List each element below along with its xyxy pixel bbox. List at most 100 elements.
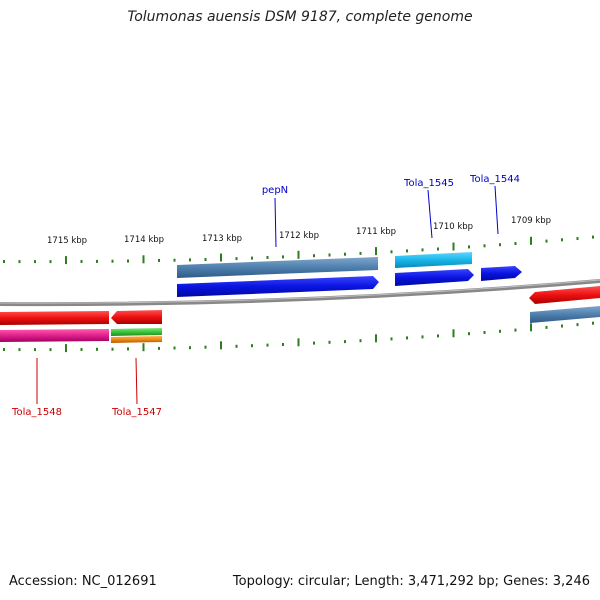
tick-mark [297, 338, 300, 347]
tick-mark [576, 323, 579, 327]
gene-tola1547-arrow[interactable] [111, 310, 162, 324]
gene-right-red-arrow[interactable] [529, 286, 600, 304]
gene-pepN-homolog-bar[interactable] [177, 257, 378, 278]
tick-mark [406, 336, 408, 340]
tick-mark [375, 247, 377, 256]
gene-label-tola1548[interactable]: Tola_1548 [11, 407, 62, 418]
tick-mark [65, 256, 67, 265]
tick-mark [530, 236, 532, 245]
gene-label-tola1545[interactable]: Tola_1545 [403, 178, 454, 189]
ruler-label: 1715 kbp [47, 236, 87, 246]
gene-tola1547-green-bar[interactable] [111, 328, 162, 336]
tick-mark [406, 249, 408, 253]
tick-mark [514, 242, 517, 245]
tick-mark [173, 258, 176, 262]
tick-mark [530, 323, 532, 332]
tick-mark [220, 341, 222, 350]
tick-marks-upper [3, 235, 594, 265]
ruler-label: 1713 kbp [202, 234, 242, 244]
gene-tola1547-orange-bar[interactable] [111, 336, 162, 343]
tick-mark [251, 256, 253, 260]
gene-label-tola1547[interactable]: Tola_1547 [111, 407, 162, 418]
tick-mark [592, 235, 594, 239]
tick-mark [266, 256, 269, 259]
tick-mark [297, 250, 300, 259]
tick-mark [96, 259, 98, 263]
tick-mark [452, 329, 455, 338]
ruler-label: 1709 kbp [511, 216, 551, 226]
tick-mark [18, 260, 21, 264]
leader-line-tola1544 [494, 185, 499, 235]
tick-mark [282, 255, 284, 259]
tick-mark [390, 250, 393, 254]
gene-tola1545-bar[interactable] [395, 252, 472, 268]
tick-mark [421, 248, 424, 252]
tick-mark [452, 242, 455, 251]
ruler-label: 1714 kbp [124, 235, 164, 245]
gene-right-steel-bar[interactable] [530, 306, 600, 323]
tick-mark [328, 340, 331, 344]
ruler-label: 1712 kbp [279, 231, 319, 241]
tick-mark [65, 344, 67, 353]
gene-pepN-arrow[interactable] [177, 276, 379, 297]
tick-mark [375, 334, 377, 343]
ruler-labels: 1715 kbp 1714 kbp 1713 kbp 1712 kbp 1711… [47, 216, 551, 246]
leader-line-pepN [274, 197, 277, 248]
tick-mark [561, 238, 563, 242]
tick-mark [158, 346, 160, 350]
tick-mark [34, 348, 36, 352]
gene-label-tola1544[interactable]: Tola_1544 [469, 174, 520, 185]
tick-mark [235, 257, 238, 261]
gene-tola1544-arrow[interactable] [481, 266, 522, 281]
tick-mark [34, 260, 36, 264]
gene-tola1548-bar[interactable] [0, 329, 109, 342]
tick-mark [80, 348, 83, 351]
leader-line-tola1547 [135, 357, 138, 405]
tick-mark [111, 347, 114, 351]
tick-mark [576, 237, 579, 240]
tick-mark [437, 247, 439, 251]
tick-mark [49, 260, 52, 264]
tick-mark [96, 347, 98, 351]
ruler-label: 1711 kbp [356, 227, 396, 237]
tick-mark [3, 260, 5, 263]
tick-mark [266, 343, 269, 347]
tick-mark [483, 244, 486, 248]
tick-mark [282, 343, 284, 346]
tick-mark [359, 339, 362, 343]
tick-mark [359, 251, 362, 255]
tick-mark [3, 348, 5, 351]
tick-mark [499, 329, 501, 333]
gene-tola1548-arrow[interactable] [0, 311, 109, 325]
tick-mark [204, 345, 207, 349]
tick-mark [328, 253, 331, 257]
tick-mark [514, 328, 517, 332]
tick-mark [545, 325, 548, 329]
tick-mark [49, 348, 52, 352]
tick-mark [313, 254, 315, 258]
tick-mark [111, 259, 114, 263]
tick-mark [592, 321, 594, 325]
gene-label-pepN[interactable]: pepN [262, 185, 288, 196]
tick-mark [251, 344, 253, 348]
gene-tola1545-arrow[interactable] [395, 269, 474, 286]
tick-mark [344, 252, 346, 256]
tick-mark [204, 258, 207, 261]
tick-mark [158, 259, 160, 262]
tick-mark [390, 337, 393, 341]
genome-backbone [0, 279, 600, 307]
tick-mark [189, 258, 191, 262]
tick-mark [18, 348, 21, 352]
tick-mark [344, 340, 346, 344]
tick-mark [142, 255, 145, 264]
accession-label: Accession: NC_012691 [9, 574, 157, 589]
tick-mark [468, 332, 470, 336]
tick-mark [80, 260, 83, 263]
genome-summary-label: Topology: circular; Length: 3,471,292 bp… [232, 574, 590, 589]
tick-mark [189, 346, 191, 350]
tick-mark [220, 253, 222, 262]
tick-mark [545, 239, 548, 243]
tick-mark [127, 259, 129, 263]
tick-mark [437, 334, 439, 338]
